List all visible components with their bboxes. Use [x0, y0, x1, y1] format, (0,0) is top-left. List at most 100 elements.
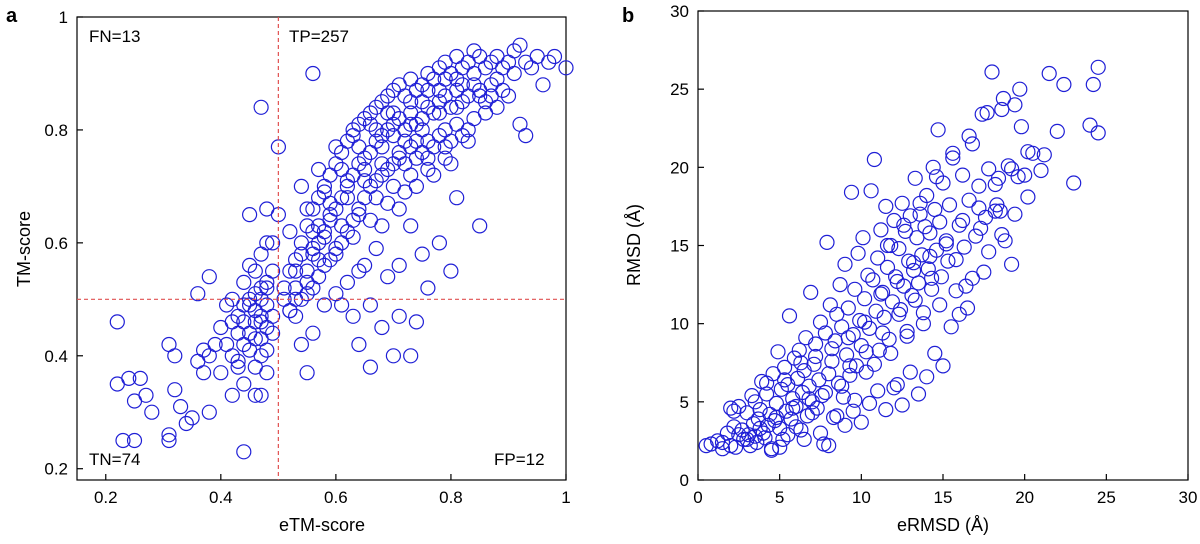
- data-point: [391, 257, 407, 273]
- data-point: [904, 287, 920, 304]
- data-point: [454, 128, 470, 144]
- annotation-fn: FN=13: [89, 27, 141, 46]
- data-point: [420, 161, 436, 178]
- panel-a-xlabel: eTM-score: [279, 515, 365, 535]
- data-point: [915, 305, 932, 321]
- data-point: [897, 223, 914, 239]
- data-point: [925, 159, 941, 175]
- data-point: [460, 133, 476, 149]
- y-tick-label: 0.6: [44, 234, 68, 253]
- data-point: [443, 263, 459, 279]
- data-point: [930, 122, 946, 138]
- data-point: [758, 375, 775, 391]
- y-tick-label: 25: [670, 80, 689, 99]
- annotation-tn: TN=74: [89, 450, 141, 469]
- data-point: [242, 257, 258, 273]
- data-point: [961, 128, 977, 144]
- data-point: [276, 280, 292, 296]
- data-point: [856, 291, 873, 307]
- x-tick-label: 15: [934, 488, 953, 507]
- data-point: [739, 431, 755, 447]
- data-point: [305, 224, 321, 240]
- data-point: [788, 398, 804, 415]
- panel-b-points: [698, 59, 1106, 458]
- data-point: [339, 274, 355, 290]
- data-point: [824, 341, 840, 357]
- data-point: [288, 252, 304, 268]
- data-point: [861, 320, 878, 336]
- data-point: [357, 161, 373, 178]
- data-point: [829, 408, 845, 424]
- data-point: [500, 88, 517, 104]
- y-tick-label: 1: [59, 8, 68, 27]
- data-point: [1056, 76, 1072, 93]
- data-point: [838, 347, 855, 363]
- data-point: [886, 380, 902, 396]
- data-point: [362, 105, 378, 121]
- data-point: [466, 43, 482, 59]
- data-point: [788, 419, 804, 435]
- data-point: [772, 420, 788, 436]
- data-point: [866, 151, 883, 168]
- data-point: [785, 400, 801, 416]
- y-tick-label: 5: [680, 393, 689, 412]
- data-point: [873, 222, 889, 238]
- data-point: [1033, 162, 1049, 179]
- data-point: [236, 376, 252, 392]
- data-point: [871, 342, 887, 358]
- data-point: [837, 417, 853, 433]
- data-point: [431, 105, 447, 121]
- data-point: [951, 306, 967, 322]
- data-point: [915, 316, 932, 332]
- data-point: [408, 116, 424, 132]
- data-point: [894, 397, 910, 413]
- data-point: [819, 234, 835, 250]
- data-point: [299, 218, 315, 234]
- data-point: [121, 370, 137, 386]
- y-tick-label: 0: [680, 471, 689, 490]
- data-point: [1007, 97, 1023, 113]
- data-point: [385, 348, 401, 364]
- data-point: [1090, 59, 1106, 75]
- data-point: [989, 197, 1005, 213]
- data-point: [408, 150, 424, 166]
- panel-a-ylabel: TM-score: [14, 211, 34, 287]
- data-point: [1049, 123, 1065, 139]
- data-point: [927, 345, 943, 361]
- data-point: [408, 314, 424, 330]
- data-point: [213, 365, 229, 381]
- data-point: [420, 150, 436, 166]
- data-point: [345, 308, 361, 324]
- x-tick-label: 1: [561, 488, 570, 507]
- panel-b-label: b: [622, 5, 634, 27]
- panel-a: a 0.2 0.4 0.6 0.8 1 0.2 0.4 0.6 0.8 1 FN=13 TP=25…: [6, 5, 574, 535]
- x-tick-label: 0.2: [94, 488, 118, 507]
- data-point: [1082, 117, 1098, 133]
- data-point: [804, 405, 820, 421]
- panel-a-ticks: 0.2 0.4 0.6 0.8 1 0.2 0.4 0.6 0.8 1: [44, 8, 570, 507]
- data-point: [896, 217, 912, 233]
- data-point: [866, 356, 883, 372]
- data-point: [443, 156, 459, 172]
- data-point: [891, 306, 907, 322]
- panel-b-xlabel: eRMSD (Å): [897, 515, 989, 535]
- data-point: [380, 269, 396, 285]
- data-point: [311, 161, 327, 178]
- data-point: [506, 43, 522, 59]
- data-point: [259, 201, 275, 217]
- data-point: [922, 248, 938, 264]
- data-point: [380, 105, 396, 121]
- data-point: [817, 384, 834, 401]
- data-point: [932, 297, 948, 313]
- data-point: [328, 286, 344, 302]
- panel-a-points: [109, 37, 574, 460]
- data-point: [184, 410, 200, 426]
- data-point: [853, 338, 869, 354]
- data-point: [334, 161, 350, 178]
- data-point: [466, 65, 482, 82]
- data-point: [265, 235, 281, 251]
- data-point: [403, 348, 419, 364]
- data-point: [403, 218, 419, 234]
- data-point: [856, 314, 873, 330]
